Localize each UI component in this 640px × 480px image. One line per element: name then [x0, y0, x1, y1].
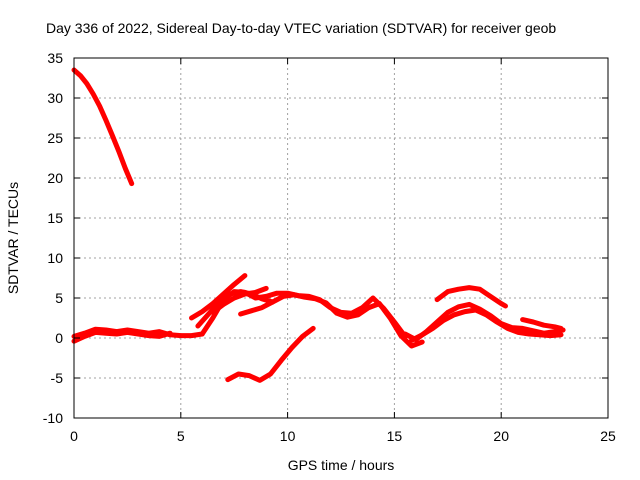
- x-axis-label: GPS time / hours: [288, 457, 395, 473]
- series-arc-8: [238, 292, 425, 349]
- series-arc-4: [189, 273, 248, 321]
- series-arc-9: [225, 325, 316, 383]
- y-tick-label: 20: [47, 170, 63, 186]
- y-tick-label: 10: [47, 250, 63, 266]
- y-tick-label: -5: [51, 370, 64, 386]
- y-tick-label: 5: [55, 290, 63, 306]
- y-tick-label: 35: [47, 50, 63, 66]
- y-tick-label: 15: [47, 210, 63, 226]
- series-arc-7: [210, 285, 269, 315]
- chart-title: Day 336 of 2022, Sidereal Day-to-day VTE…: [46, 20, 556, 36]
- plot-background: [74, 58, 608, 418]
- y-tick-label: -10: [43, 410, 63, 426]
- x-tick-label: 0: [70, 428, 78, 444]
- series-arc-11: [409, 307, 564, 343]
- y-tick-label: 30: [47, 90, 63, 106]
- plot-border: [73, 57, 609, 419]
- x-tick-label: 15: [387, 428, 403, 444]
- data-series: [71, 67, 566, 383]
- series-arc-13: [520, 317, 564, 331]
- y-tick-label: 25: [47, 130, 63, 146]
- x-tick-label: 10: [280, 428, 296, 444]
- axis-ticks: 0 5 10 15 20 25 -10 -5 0 5 10 15 20 25 30 35: [43, 50, 616, 444]
- gridlines: [74, 58, 608, 418]
- series-arc-3: [71, 329, 173, 344]
- x-tick-label: 5: [177, 428, 185, 444]
- series-arc-12: [434, 285, 508, 309]
- series-arc-1: [71, 67, 135, 187]
- x-tick-label: 25: [600, 428, 616, 444]
- x-tick-label: 20: [493, 428, 509, 444]
- y-tick-label: 0: [55, 330, 63, 346]
- y-axis-label: SDTVAR / TECUs: [5, 182, 21, 294]
